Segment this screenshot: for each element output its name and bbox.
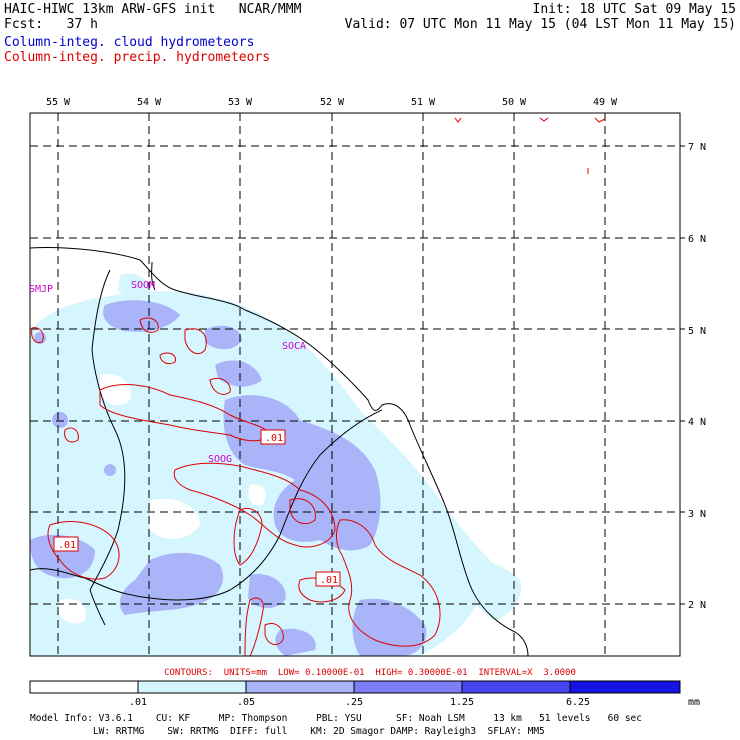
lat-label: 3 N bbox=[688, 509, 706, 520]
colorbar-tick: 6.25 bbox=[566, 697, 590, 708]
lon-label: 51 W bbox=[411, 97, 436, 108]
cloud-clear-hole bbox=[58, 374, 266, 624]
cloud-medium-area bbox=[30, 300, 427, 656]
colorbar-tick: .25 bbox=[345, 697, 363, 708]
lat-label: 7 N bbox=[688, 142, 706, 153]
lat-label: 5 N bbox=[688, 326, 706, 337]
colorbar: .01 .05 .25 1.25 6.25 mm bbox=[29, 680, 700, 708]
plot-title: HAIC-HIWC 13km ARW-GFS init NCAR/MMM bbox=[4, 2, 302, 17]
lon-label: 49 W bbox=[593, 97, 618, 108]
station-label-soca: SOCA bbox=[282, 341, 306, 352]
lon-label: 55 W bbox=[46, 97, 71, 108]
field-cloud-label: Column-integ. cloud hydrometeors bbox=[4, 35, 255, 50]
coastline bbox=[30, 247, 529, 656]
model-info-line1: Model Info: V3.6.1 CU: KF MP: Thompson P… bbox=[30, 713, 642, 724]
lat-label: 2 N bbox=[688, 600, 706, 611]
colorbar-tick: .01 bbox=[129, 697, 147, 708]
station-label-soom: SOOM bbox=[131, 280, 155, 291]
field-precip-label: Column-integ. precip. hydrometeors bbox=[4, 50, 271, 65]
lat-labels: 7 N 6 N 5 N 4 N 3 N 2 N bbox=[688, 142, 706, 611]
lat-lon-grid bbox=[30, 113, 680, 656]
contour-label: .01 bbox=[320, 575, 338, 586]
map-frame bbox=[29, 112, 681, 657]
forecast-hour: Fcst: 37 h bbox=[4, 17, 98, 32]
lon-label: 53 W bbox=[228, 97, 253, 108]
colorbar-bin bbox=[353, 680, 463, 694]
colorbar-unit: mm bbox=[688, 697, 700, 708]
lon-label: 54 W bbox=[137, 97, 162, 108]
station-label-smjp: SMJP bbox=[29, 284, 53, 295]
lat-label: 6 N bbox=[688, 234, 706, 245]
model-info-line2: LW: RRTMG SW: RRTMG DIFF: full KM: 2D Sm… bbox=[30, 726, 545, 737]
contour-labels: .01 .01 .01 bbox=[53, 429, 341, 587]
contour-label: .01 bbox=[265, 433, 283, 444]
cloud-medium-dot bbox=[52, 412, 68, 428]
lat-label: 4 N bbox=[688, 417, 706, 428]
colorbar-tick: 1.25 bbox=[450, 697, 474, 708]
colorbar-bin bbox=[461, 680, 571, 694]
contour-label: .01 bbox=[58, 540, 76, 551]
lon-label: 52 W bbox=[320, 97, 345, 108]
lon-label: 50 W bbox=[502, 97, 527, 108]
colorbar-tick: .05 bbox=[237, 697, 255, 708]
cloud-light-patch bbox=[450, 558, 521, 620]
colorbar-bin bbox=[569, 680, 681, 694]
station-labels: SMJP SOOM SOCA SOOG bbox=[29, 280, 306, 465]
colorbar-bin bbox=[245, 680, 355, 694]
station-label-soog: SOOG bbox=[208, 454, 232, 465]
colorbar-bin bbox=[29, 680, 139, 694]
lat-ticks bbox=[680, 145, 685, 605]
cloud-medium-dot bbox=[104, 464, 116, 476]
valid-time: Valid: 07 UTC Mon 11 May 15 (04 LST Mon … bbox=[344, 17, 736, 32]
contour-info: CONTOURS: UNITS=mm LOW= 0.10000E-01 HIGH… bbox=[164, 668, 576, 678]
lon-labels: 55 W 54 W 53 W 52 W 51 W 50 W 49 W bbox=[46, 97, 618, 108]
init-time: Init: 18 UTC Sat 09 May 15 bbox=[532, 2, 737, 17]
colorbar-bin bbox=[137, 680, 247, 694]
